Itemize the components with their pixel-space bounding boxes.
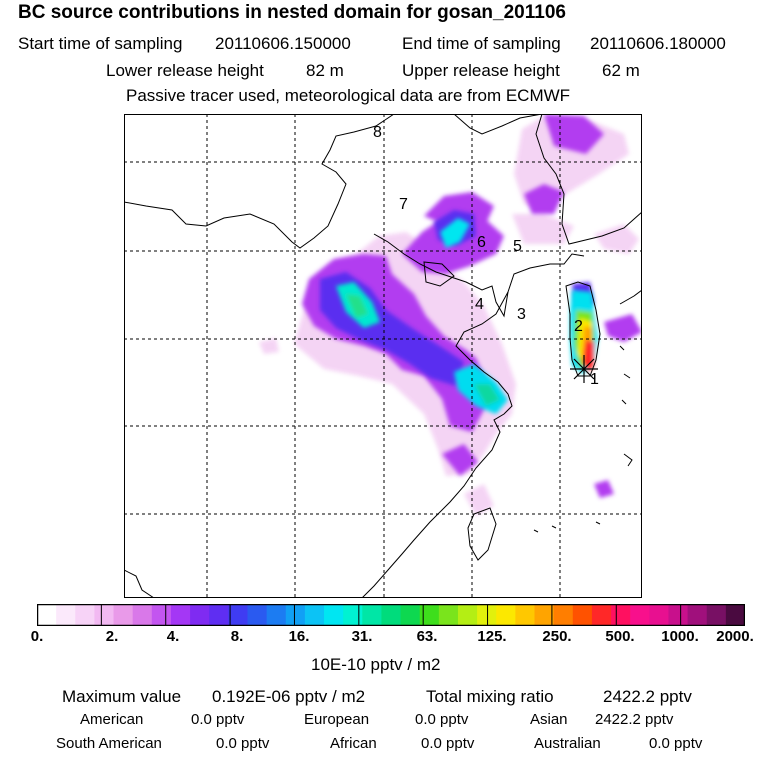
concentration-core — [336, 218, 508, 414]
max-value: 0.192E-06 pptv / m2 — [212, 687, 366, 706]
colorbar-cell — [381, 604, 402, 626]
colorbar-tick-11: 2000. — [716, 628, 754, 645]
end-time-label: End time of sampling — [402, 34, 561, 53]
colorbar-cell — [37, 604, 57, 626]
colorbar-cell — [209, 604, 229, 626]
region-asian-label: Asian — [530, 711, 568, 728]
marker-3: 3 — [517, 306, 526, 323]
colorbar-cell — [75, 604, 96, 626]
colorbar-cell — [438, 604, 459, 626]
colorbar-cell — [572, 604, 593, 626]
end-time-value: 20110606.180000 — [590, 34, 726, 53]
colorbar-cell — [649, 604, 670, 626]
colorbar-cell — [419, 604, 440, 626]
start-time-label: Start time of sampling — [18, 34, 183, 53]
region-european-label: European — [304, 711, 370, 728]
coastlines — [124, 114, 642, 598]
colorbar-cell — [400, 604, 421, 626]
colorbar-cell — [304, 604, 325, 626]
marker-2: 2 — [574, 318, 583, 335]
colorbar-tick-6: 63. — [416, 628, 438, 645]
max-value-label: Maximum value — [62, 687, 182, 706]
colorbar-cell — [56, 604, 76, 626]
marker-6: 6 — [477, 234, 486, 251]
marker-8: 8 — [373, 124, 382, 141]
colorbar-tick-7: 125. — [477, 628, 507, 645]
colorbar-cell — [324, 604, 344, 626]
colorbar-tick-8: 250. — [542, 628, 572, 645]
page-title: BC source contributions in nested domain… — [18, 2, 566, 23]
colorbar-tick-5: 31. — [351, 628, 373, 645]
region-south-american-label: South American — [56, 735, 162, 752]
colorbar-cell — [190, 604, 210, 626]
colorbar-cell — [477, 604, 497, 626]
marker-7: 7 — [399, 196, 408, 213]
colorbar-cell — [706, 604, 727, 626]
colorbar-cell — [247, 604, 268, 626]
colorbar-cell — [285, 604, 306, 626]
marker-4: 4 — [475, 296, 484, 313]
colorbar-cell — [668, 604, 689, 626]
colorbar-tick-9: 500. — [605, 628, 635, 645]
upper-height-value: 62 m — [602, 61, 640, 80]
colorbar-cell — [170, 604, 191, 626]
concentration-hotspot — [570, 290, 598, 374]
lower-height-value: 82 m — [306, 61, 344, 80]
colorbar-cell — [553, 604, 574, 626]
colorbar-unit: 10E-10 pptv / m2 — [311, 655, 441, 674]
colorbar-cell — [132, 604, 153, 626]
colorbar-tick-2: 4. — [166, 628, 180, 645]
colorbar-cell — [457, 604, 478, 626]
region-australian-label: Australian — [534, 735, 601, 752]
colorbar-cell — [151, 604, 172, 626]
region-american-value: 0.0 pptv — [191, 711, 245, 728]
receptor-marker — [570, 355, 598, 383]
colorbar-cell — [591, 604, 612, 626]
colorbar-cell — [228, 604, 249, 626]
colorbar-cell — [630, 604, 650, 626]
colorbar-tick-0: 0. — [30, 628, 44, 645]
colorbar-cell — [611, 604, 631, 626]
colorbar-cell — [725, 604, 745, 626]
region-african-label: African — [330, 735, 377, 752]
marker-1: 1 — [590, 371, 599, 388]
colorbar-cell — [534, 604, 555, 626]
colorbar-cell — [515, 604, 536, 626]
colorbar-cell — [113, 604, 134, 626]
tracer-note: Passive tracer used, meteorological data… — [126, 86, 571, 105]
colorbar-cell — [362, 604, 383, 626]
upper-height-label: Upper release height — [402, 61, 560, 80]
region-european-value: 0.0 pptv — [415, 711, 469, 728]
marker-5: 5 — [513, 238, 522, 255]
footprint-map: 1 2 3 4 5 6 7 8 — [124, 114, 642, 598]
colorbar-cell — [94, 604, 115, 626]
colorbar-tick-10: 1000. — [661, 628, 699, 645]
region-asian-value: 2422.2 pptv — [595, 711, 674, 728]
colorbar-cell — [343, 604, 363, 626]
region-african-value: 0.0 pptv — [421, 735, 475, 752]
region-american-label: American — [80, 711, 144, 728]
region-south-american-value: 0.0 pptv — [216, 735, 270, 752]
total-mixing-label: Total mixing ratio — [426, 687, 554, 706]
lower-height-label: Lower release height — [106, 61, 264, 80]
start-time-value: 20110606.150000 — [215, 34, 351, 53]
lat-lon-grid — [124, 114, 642, 598]
colorbar-tick-1: 2. — [105, 628, 119, 645]
colorbar-cell — [496, 604, 516, 626]
colorbar-cell — [266, 604, 287, 626]
region-australian-value: 0.0 pptv — [649, 735, 703, 752]
colorbar-tick-4: 16. — [288, 628, 310, 645]
colorbar — [37, 604, 745, 626]
colorbar-tick-3: 8. — [230, 628, 244, 645]
colorbar-cell — [687, 604, 708, 626]
total-mixing-value: 2422.2 pptv — [603, 687, 692, 706]
